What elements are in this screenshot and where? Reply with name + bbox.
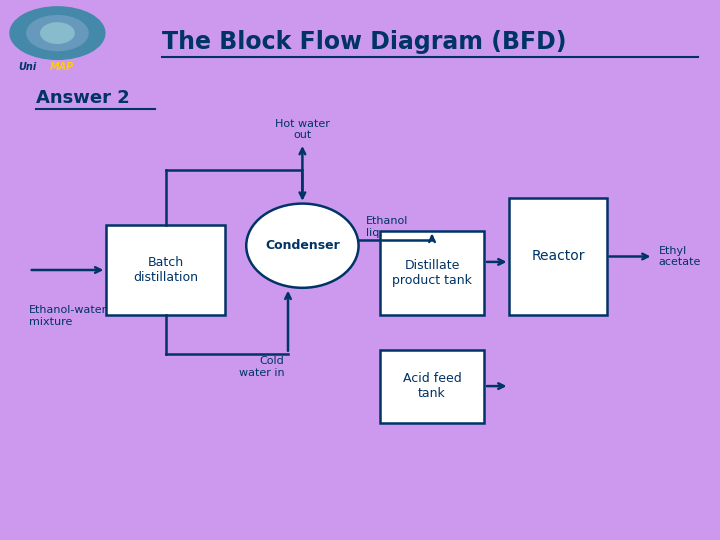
Text: Condenser: Condenser xyxy=(265,239,340,252)
Ellipse shape xyxy=(27,16,88,51)
Ellipse shape xyxy=(10,7,105,59)
Text: The Block Flow Diagram (BFD): The Block Flow Diagram (BFD) xyxy=(162,30,567,53)
Bar xyxy=(510,198,606,314)
Text: Uni: Uni xyxy=(19,63,37,72)
Text: Distillate
product tank: Distillate product tank xyxy=(392,259,472,287)
Text: Reactor: Reactor xyxy=(531,249,585,264)
Circle shape xyxy=(246,204,359,288)
Ellipse shape xyxy=(41,23,74,43)
Text: Acid feed
tank: Acid feed tank xyxy=(402,372,462,400)
Text: Hot water
out: Hot water out xyxy=(275,119,330,140)
Text: Answer 2: Answer 2 xyxy=(36,89,130,107)
Bar xyxy=(380,350,484,422)
Text: Ethanol-water
mixture: Ethanol-water mixture xyxy=(29,305,107,327)
Text: MAP: MAP xyxy=(50,63,74,72)
Bar xyxy=(107,226,225,314)
Text: Ethyl
acetate: Ethyl acetate xyxy=(658,246,701,267)
Bar xyxy=(380,231,484,314)
Text: Ethanol
liq.: Ethanol liq. xyxy=(366,216,408,238)
Text: Batch
distillation: Batch distillation xyxy=(133,256,198,284)
Text: Cold
water in: Cold water in xyxy=(239,356,284,378)
